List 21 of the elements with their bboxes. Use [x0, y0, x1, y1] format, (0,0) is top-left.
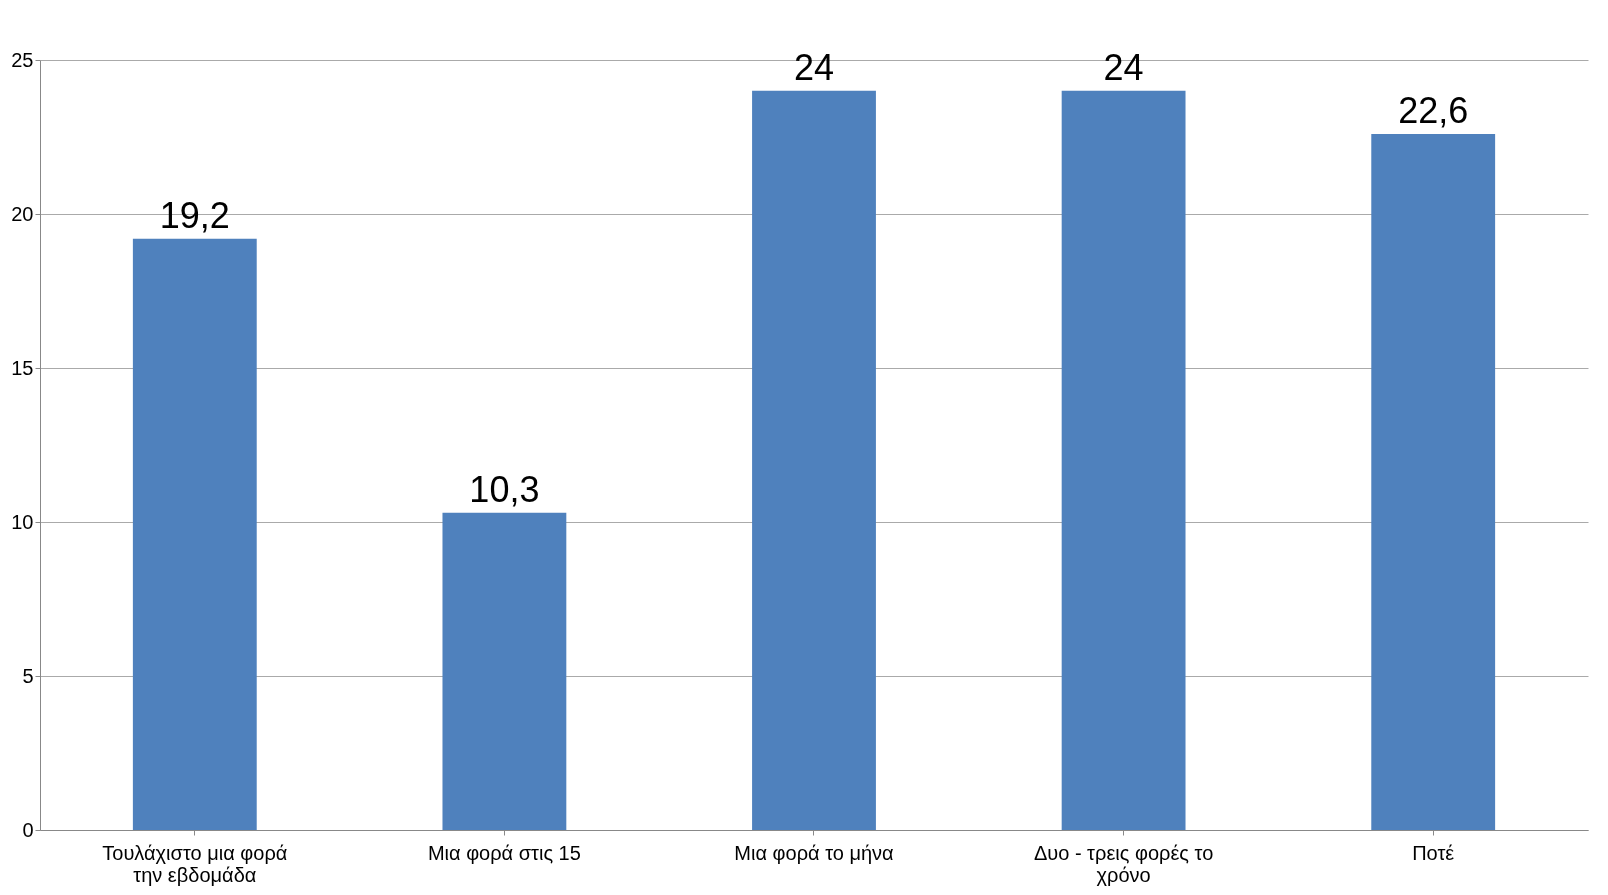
data-label: 22,6	[1398, 89, 1469, 131]
x-tick-label: Τουλάχιστο μια φορά την εβδομάδα	[102, 841, 288, 886]
bar	[752, 90, 876, 830]
data-label: 24	[1103, 46, 1144, 88]
bar	[1371, 133, 1496, 830]
data-label: 19,2	[159, 194, 230, 236]
y-tick-label: 25	[11, 48, 34, 71]
data-label: 24	[793, 46, 835, 88]
y-tick-label: 10	[11, 510, 34, 533]
y-tick-label: 15	[11, 356, 34, 379]
x-tick-label: Δυο - τρεις φορές το χρόνο	[1033, 841, 1214, 886]
y-tick-label: 0	[22, 818, 34, 841]
y-tick-label: 5	[22, 664, 34, 687]
x-tick-label: Μια φορά το μήνα	[734, 841, 894, 864]
data-label: 10,3	[469, 468, 540, 510]
y-tick-label: 20	[11, 202, 34, 225]
bar	[132, 238, 257, 830]
bar	[1061, 90, 1186, 830]
x-tick-label: Ποτέ	[1412, 841, 1455, 864]
x-tick-label: Μια φορά στις 15	[427, 841, 581, 864]
bar	[442, 512, 567, 830]
